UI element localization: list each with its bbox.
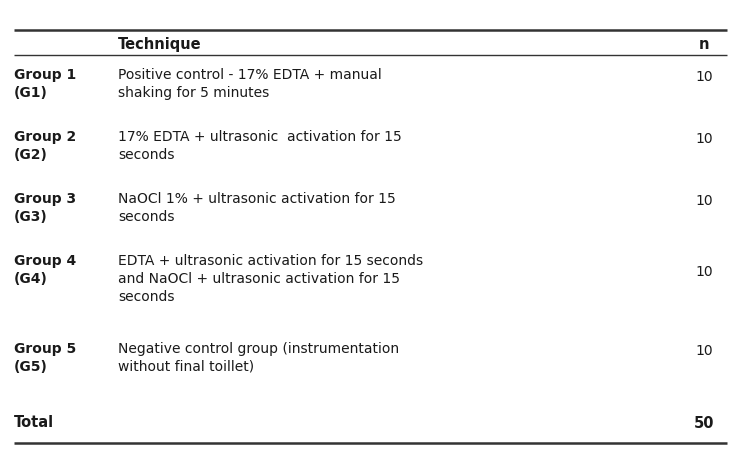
Text: (G2): (G2) — [14, 148, 48, 162]
Text: Technique: Technique — [118, 37, 202, 52]
Text: (G1): (G1) — [14, 86, 48, 100]
Text: Group 3: Group 3 — [14, 192, 76, 206]
Text: 50: 50 — [694, 416, 714, 432]
Text: Positive control - 17% EDTA + manual: Positive control - 17% EDTA + manual — [118, 68, 382, 82]
Text: EDTA + ultrasonic activation for 15 seconds: EDTA + ultrasonic activation for 15 seco… — [118, 254, 423, 268]
Text: 17% EDTA + ultrasonic  activation for 15: 17% EDTA + ultrasonic activation for 15 — [118, 130, 402, 144]
Text: Negative control group (instrumentation: Negative control group (instrumentation — [118, 342, 399, 356]
Text: (G3): (G3) — [14, 210, 47, 224]
Text: Group 2: Group 2 — [14, 130, 76, 144]
Text: seconds: seconds — [118, 148, 174, 162]
Text: Total: Total — [14, 415, 54, 430]
Text: seconds: seconds — [118, 290, 174, 304]
Text: 10: 10 — [695, 344, 713, 358]
Text: 10: 10 — [695, 132, 713, 146]
Text: 10: 10 — [695, 194, 713, 208]
Text: NaOCl 1% + ultrasonic activation for 15: NaOCl 1% + ultrasonic activation for 15 — [118, 192, 396, 206]
Text: Group 1: Group 1 — [14, 68, 76, 82]
Text: Group 5: Group 5 — [14, 342, 76, 356]
Text: Group 4: Group 4 — [14, 254, 76, 268]
Text: n: n — [699, 37, 709, 52]
Text: (G4): (G4) — [14, 272, 48, 286]
Text: shaking for 5 minutes: shaking for 5 minutes — [118, 86, 269, 100]
Text: and NaOCl + ultrasonic activation for 15: and NaOCl + ultrasonic activation for 15 — [118, 272, 400, 286]
Text: (G5): (G5) — [14, 360, 48, 374]
Text: without final toillet): without final toillet) — [118, 360, 254, 374]
Text: 10: 10 — [695, 265, 713, 279]
Text: seconds: seconds — [118, 210, 174, 224]
Text: 10: 10 — [695, 70, 713, 84]
